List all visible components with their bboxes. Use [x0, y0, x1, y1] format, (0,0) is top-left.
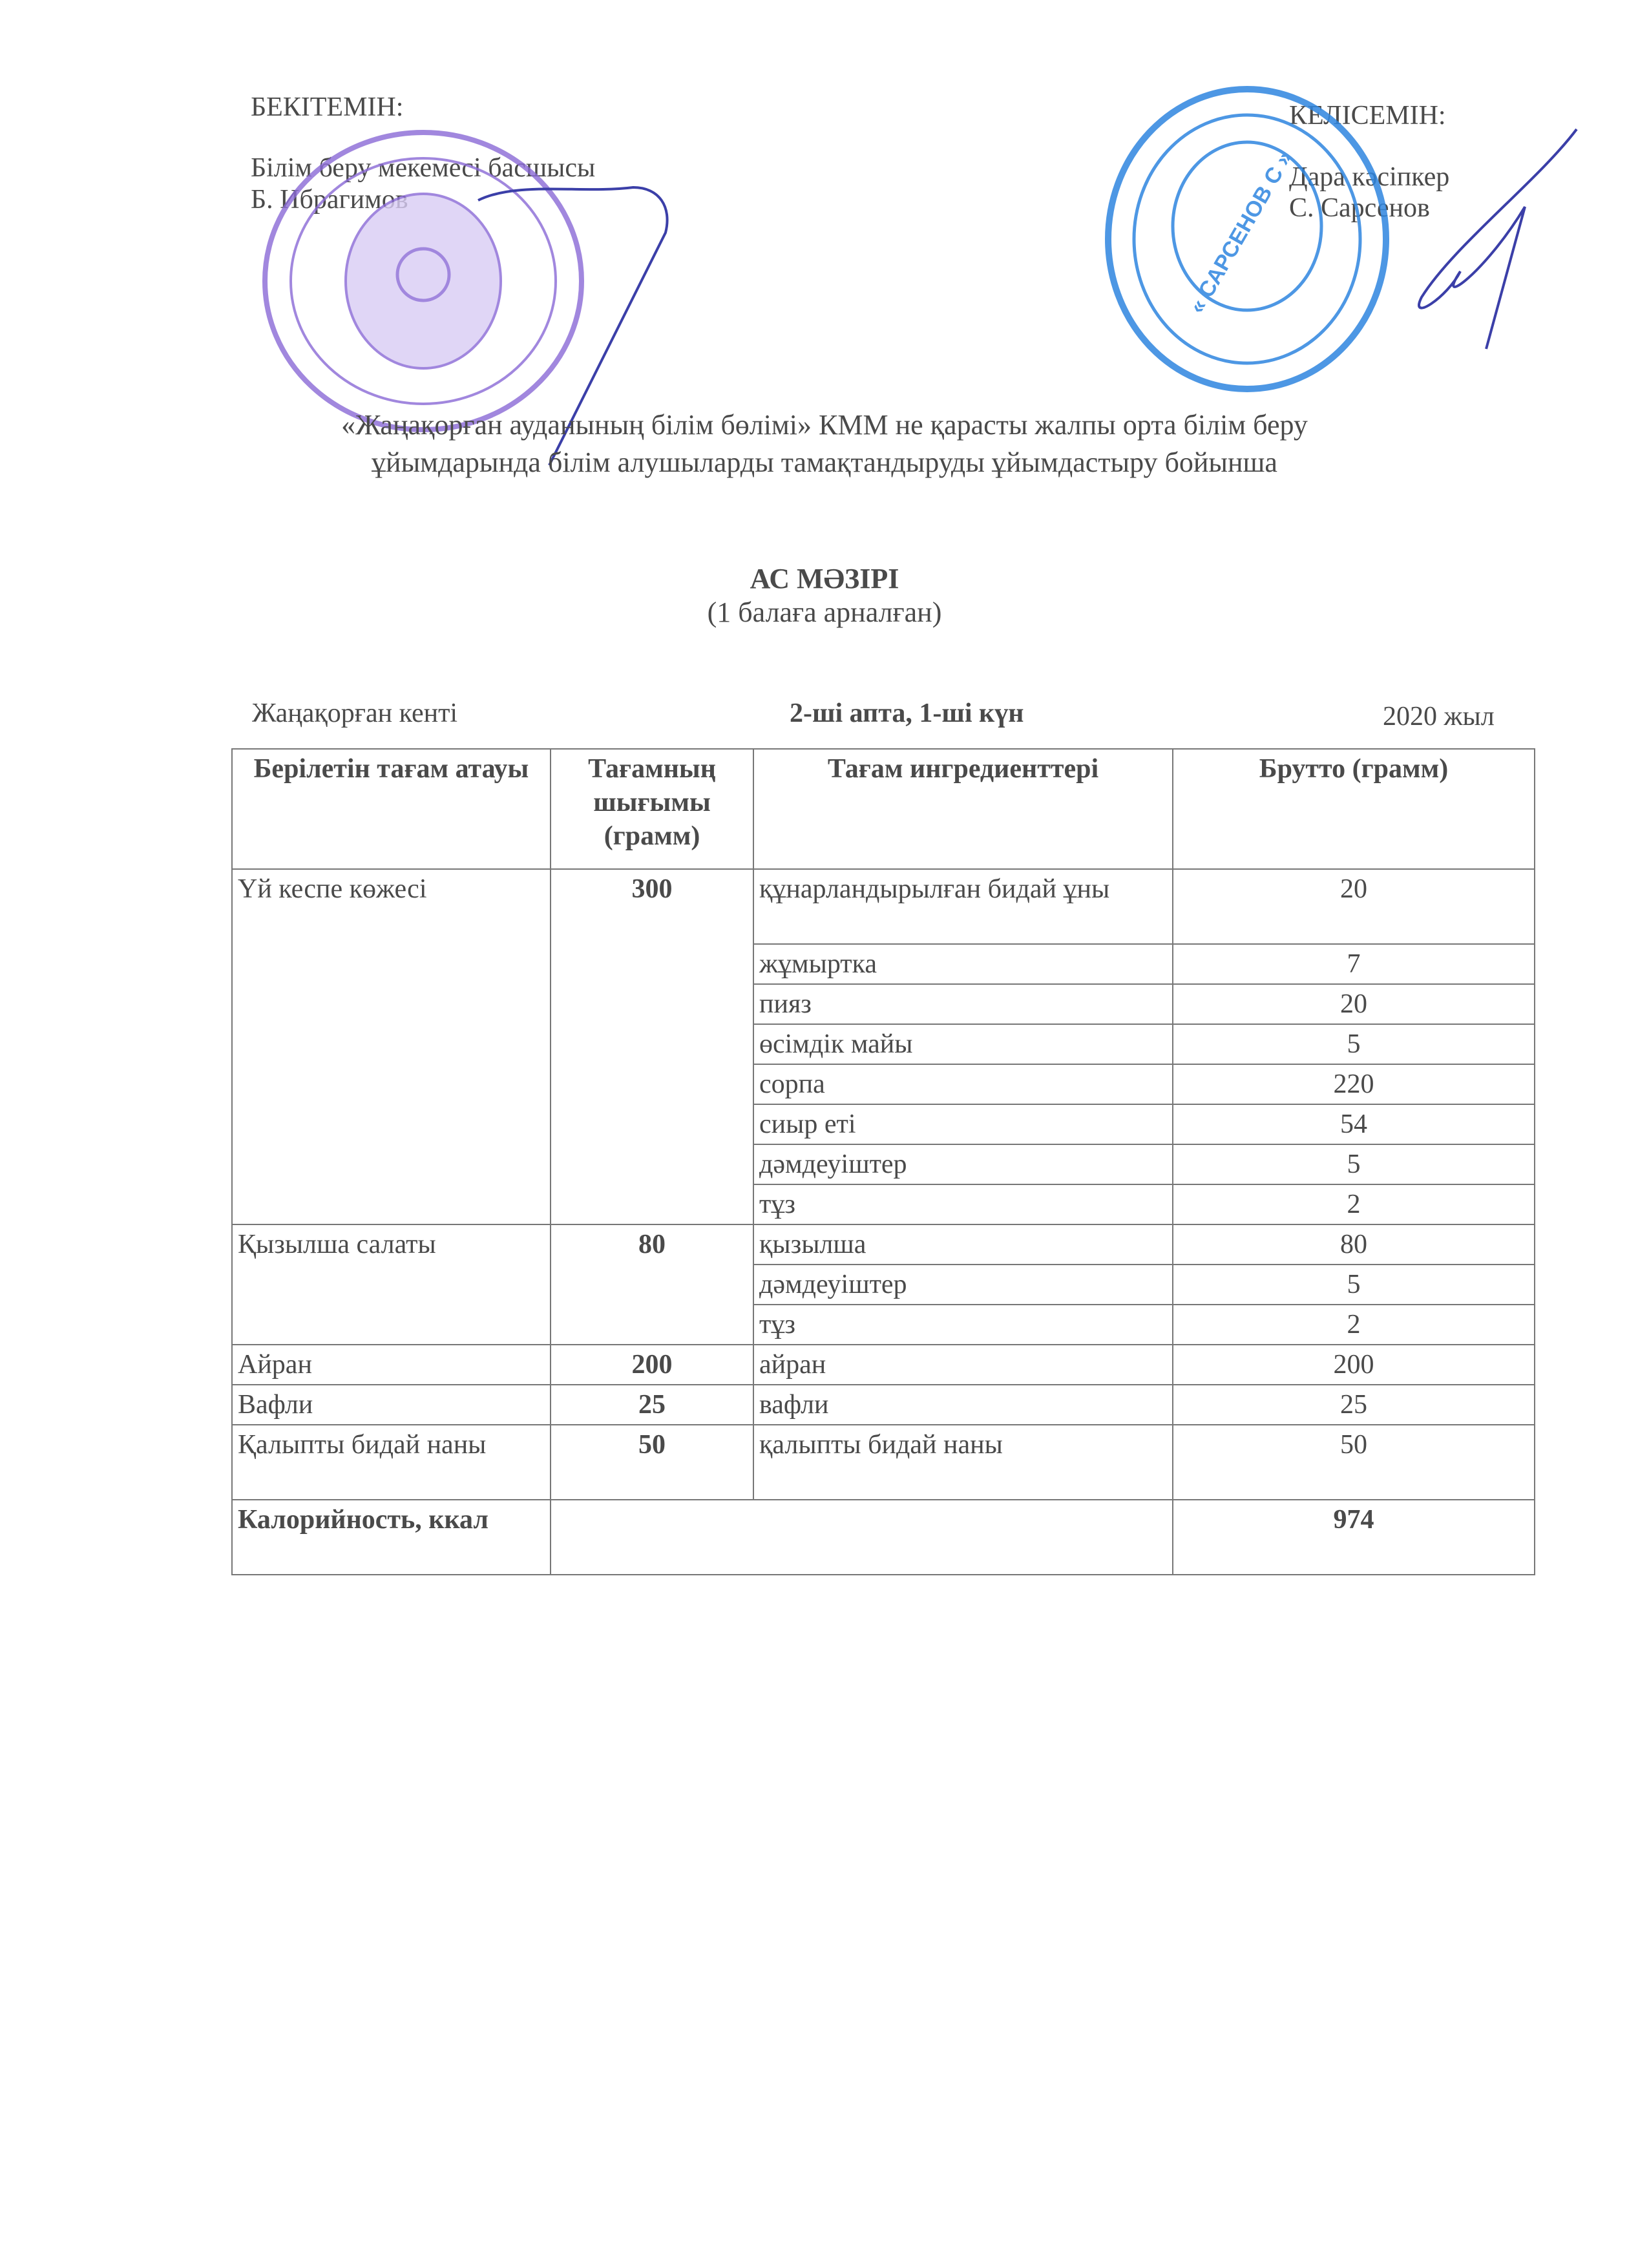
dish-name: Айран: [231, 1344, 551, 1385]
place: Жаңақорған кенті: [252, 698, 458, 728]
column-header: Брутто (грамм): [1172, 748, 1535, 870]
ingredient-name: пияз: [753, 983, 1173, 1025]
year: 2020 жыл: [1383, 702, 1495, 731]
table-row: сорпа 220: [232, 1064, 1535, 1105]
document-title: АС МӘЗІРІ: [750, 563, 899, 594]
table-row: Айран 200 айран 200: [231, 1344, 1535, 1385]
table-row: пияз 20: [232, 983, 1535, 1025]
ingredient-name: құнарландырылған бидай ұны: [753, 868, 1173, 945]
ingredient-name: қалыпты бидай наны: [753, 1424, 1173, 1500]
table-row: Қалыпты бидай наны 50 қалыпты бидай наны 50: [231, 1424, 1535, 1500]
table-row: Вафли 25 вафли 25: [231, 1384, 1535, 1425]
dish-name: Вафли: [231, 1384, 551, 1425]
ingredient-gross: 7: [1172, 943, 1535, 985]
table-row: сиыр еті 54: [232, 1104, 1535, 1145]
official-seal-left: [262, 130, 584, 432]
ingredient-name: дәмдеуіштер: [753, 1264, 1173, 1305]
ingredient-name: өсімдік майы: [753, 1024, 1173, 1065]
ingredient-name: тұз: [753, 1304, 1173, 1345]
ingredient-name: дәмдеуіштер: [753, 1144, 1173, 1185]
ingredient-name: тұз: [753, 1184, 1173, 1225]
week-day: 2-ші апта, 1-ші күн: [790, 698, 1024, 728]
table-row: тұз 2: [232, 1184, 1535, 1225]
dish-yield: 50: [550, 1424, 754, 1500]
ingredient-name: сорпа: [753, 1064, 1173, 1105]
column-header: Тағам ингредиенттері: [753, 748, 1173, 870]
column-header: Берілетін тағам атауы: [231, 748, 551, 870]
total-value: 974: [1172, 1499, 1535, 1575]
ingredient-gross: 5: [1172, 1264, 1535, 1305]
document-subtitle: (1 балаға арналған): [707, 596, 942, 628]
ingredient-gross: 2: [1172, 1184, 1535, 1225]
ingredient-gross: 200: [1172, 1344, 1535, 1385]
ingredient-gross: 20: [1172, 983, 1535, 1025]
ingredient-gross: 220: [1172, 1064, 1535, 1105]
dish-yield: 80: [550, 1224, 754, 1345]
header-line-2: ұйымдарында білім алушыларды тамақтандыр…: [372, 446, 1277, 478]
ingredient-gross: 5: [1172, 1024, 1535, 1065]
dish-yield: 25: [550, 1384, 754, 1425]
column-header: Тағамның шығымы (грамм): [550, 748, 754, 870]
table-row: өсімдік майы 5: [232, 1024, 1535, 1065]
ingredient-gross: 5: [1172, 1144, 1535, 1185]
ingredient-name: сиыр еті: [753, 1104, 1173, 1145]
ingredient-gross: 20: [1172, 868, 1535, 945]
ingredient-gross: 2: [1172, 1304, 1535, 1345]
signatures: [478, 128, 1578, 465]
ingredient-gross: 50: [1172, 1424, 1535, 1500]
dish-name: Қызылша салаты: [231, 1224, 551, 1345]
table-row: жұмыртка 7: [232, 943, 1535, 985]
ingredient-name: қызылша: [753, 1224, 1173, 1265]
table-row: дәмдеуіштер 5: [232, 1144, 1535, 1185]
dish-yield: 200: [550, 1344, 754, 1385]
approve-label: БЕКІТЕМІН:: [251, 92, 404, 122]
dish-yield: 300: [550, 868, 754, 1225]
header-line-1: «Жаңақорған ауданының білім бөлімі» КММ …: [341, 409, 1308, 441]
dish-name: Үй кеспе көжесі: [231, 868, 551, 1225]
entrepreneur-seal-right: « САРСЕНОВ С »: [1105, 86, 1389, 392]
ingredient-gross: 54: [1172, 1104, 1535, 1145]
ingredient-name: вафли: [753, 1384, 1173, 1425]
table-row: Қызылша салаты 80 қызылша 80: [231, 1224, 1535, 1345]
dish-name: Қалыпты бидай наны: [231, 1424, 551, 1500]
table-row: дәмдеуіштер 5: [232, 1264, 1535, 1305]
total-empty: [550, 1499, 1173, 1575]
ingredient-gross: 80: [1172, 1224, 1535, 1265]
menu-table: Берілетін тағам атауы Тағамның шығымы (г…: [231, 748, 1535, 1575]
table-row: тұз 2: [232, 1304, 1535, 1345]
total-label: Калорийность, ккал: [231, 1499, 551, 1575]
ingredient-name: айран: [753, 1344, 1173, 1385]
ingredient-name: жұмыртка: [753, 943, 1173, 985]
table-row: Үй кеспе көжесі 300 құнарландырылған бидай…: [231, 868, 1535, 1225]
ingredient-gross: 25: [1172, 1384, 1535, 1425]
